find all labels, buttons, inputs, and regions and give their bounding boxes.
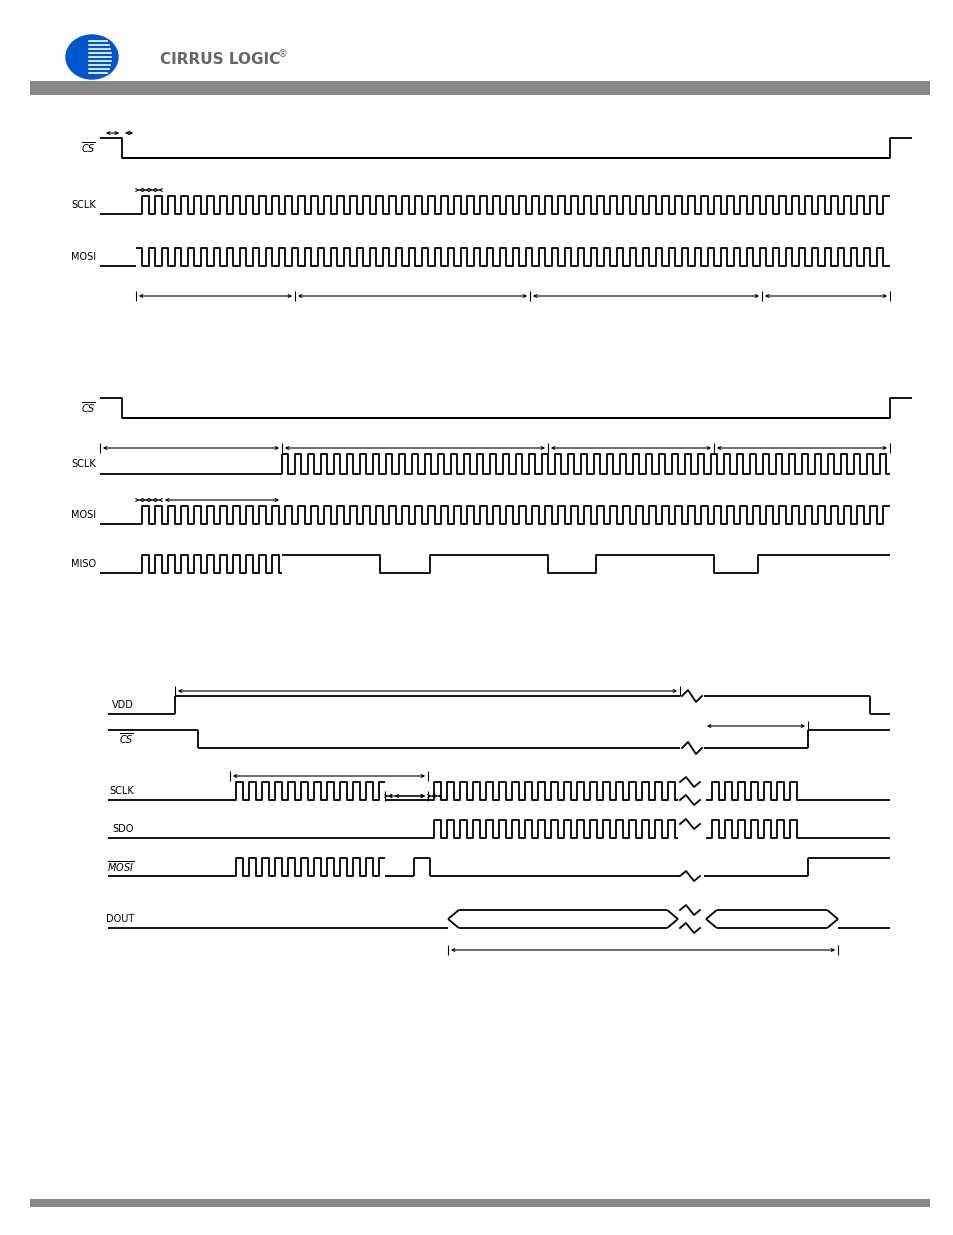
Text: $\overline{CS}$: $\overline{CS}$ (119, 731, 133, 746)
Text: MOSI: MOSI (71, 510, 96, 520)
Text: $\overline{CS}$: $\overline{CS}$ (81, 400, 96, 415)
Text: SCLK: SCLK (71, 200, 96, 210)
Text: SDO: SDO (112, 824, 133, 834)
Text: $\overline{CS}$: $\overline{CS}$ (81, 141, 96, 156)
Text: MISO: MISO (71, 559, 96, 569)
Bar (30, 1199, 929, 1207)
Text: SCLK: SCLK (110, 785, 133, 797)
Text: SCLK: SCLK (71, 459, 96, 469)
Text: VDD: VDD (112, 700, 133, 710)
Text: DOUT: DOUT (106, 914, 133, 924)
Text: MOSI: MOSI (71, 252, 96, 262)
Bar (30, 82, 929, 95)
Text: ®: ® (277, 49, 288, 59)
Ellipse shape (66, 35, 118, 79)
Text: $\overline{MOSI}$: $\overline{MOSI}$ (107, 860, 133, 874)
Text: CIRRUS LOGIC: CIRRUS LOGIC (160, 53, 280, 68)
